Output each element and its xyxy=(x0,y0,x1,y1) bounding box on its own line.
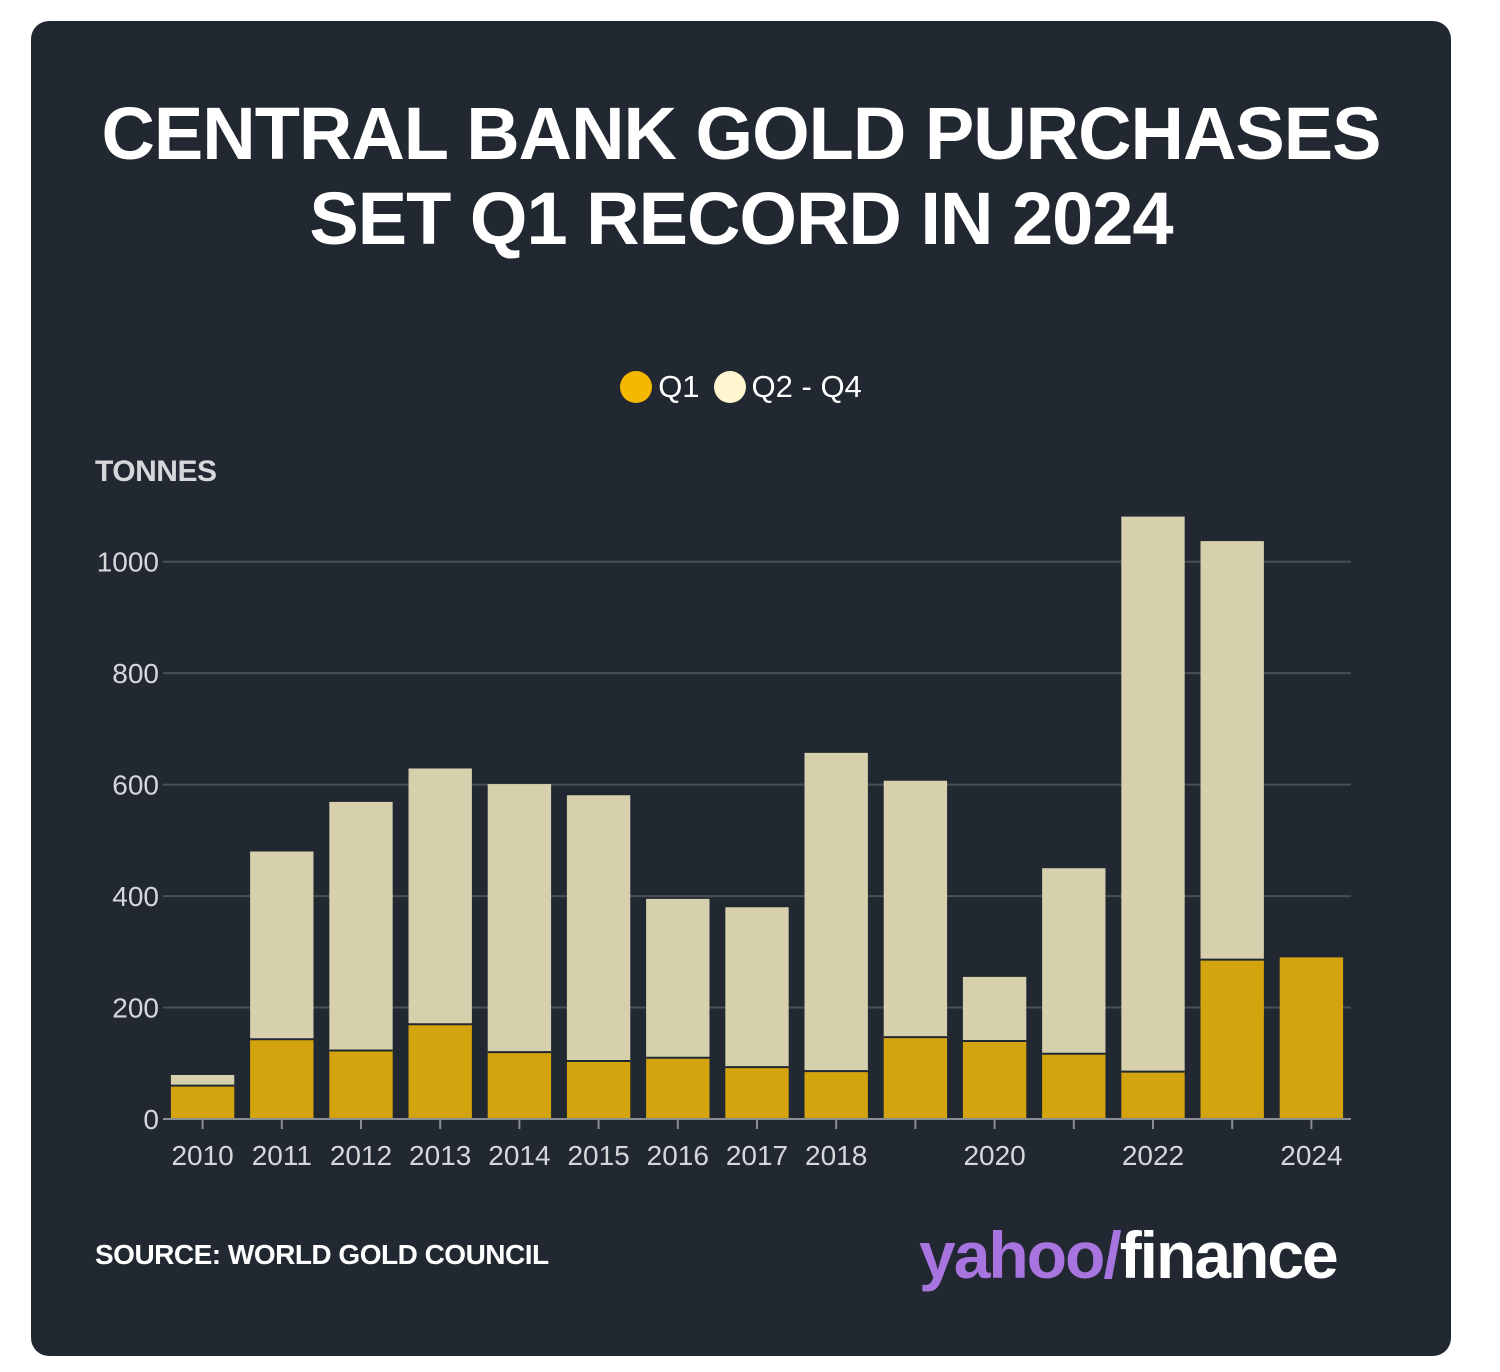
x-tick-label-2012: 2012 xyxy=(330,1140,392,1171)
bar-q2-q4-2017 xyxy=(725,907,789,1068)
x-tick-label-2020: 2020 xyxy=(963,1140,1025,1171)
bar-q1-2017 xyxy=(725,1067,789,1119)
legend-item-q2-q4: Q2 - Q4 xyxy=(713,369,862,405)
bar-q2-q4-2022 xyxy=(1121,516,1185,1072)
y-tick-label-1000: 1000 xyxy=(97,547,159,578)
x-axis-ticks: 2010 2011 2012 2013 2014 2015 2016 2017 2018 2020… xyxy=(163,1118,1351,1171)
bar-q2-q4-2018 xyxy=(804,752,868,1072)
bar-q2-q4-2016 xyxy=(646,898,710,1058)
y-tick-label-400: 400 xyxy=(112,881,159,912)
chart-card: CENTRAL BANK GOLD PURCHASES SET Q1 RECOR… xyxy=(31,21,1451,1356)
y-axis-unit-label: TONNES xyxy=(95,455,217,488)
bar-q1-2019 xyxy=(883,1037,948,1119)
bar-q2-q4-2023 xyxy=(1200,541,1264,960)
x-tick-label-2015: 2015 xyxy=(567,1140,629,1171)
x-tick-label-2013: 2013 xyxy=(409,1140,471,1171)
y-tick-label-800: 800 xyxy=(112,658,159,689)
bar-q1-2010 xyxy=(170,1085,235,1119)
bar-q1-2024 xyxy=(1279,957,1344,1119)
legend-label-q1: Q1 xyxy=(658,369,700,404)
x-tick-label-2024: 2024 xyxy=(1280,1140,1342,1171)
legend-item-q1: Q1 xyxy=(620,369,700,405)
bar-q2-q4-2014 xyxy=(487,784,552,1053)
bars xyxy=(170,516,1344,1119)
bar-q2-q4-2012 xyxy=(329,801,393,1051)
bar-q1-2013 xyxy=(408,1024,472,1119)
bar-q1-2022 xyxy=(1121,1071,1185,1119)
legend-label-q2-q4: Q2 - Q4 xyxy=(751,369,862,404)
bar-q2-q4-2020 xyxy=(962,976,1027,1041)
bar-q1-2014 xyxy=(487,1052,552,1119)
x-tick-label-2010: 2010 xyxy=(171,1140,233,1171)
bar-q1-2015 xyxy=(566,1061,631,1119)
bar-q2-q4-2021 xyxy=(1042,868,1106,1054)
bar-q2-q4-2015 xyxy=(566,795,631,1062)
bar-q1-2021 xyxy=(1042,1053,1106,1119)
x-tick-label-2014: 2014 xyxy=(488,1140,550,1171)
bar-q1-2012 xyxy=(329,1050,393,1119)
logo-yahoo-text: yahoo/ xyxy=(919,1218,1122,1292)
y-axis-ticks: 0 200 400 600 800 1000 xyxy=(97,547,159,1135)
bar-q1-2011 xyxy=(250,1039,314,1119)
bar-q2-q4-2019 xyxy=(883,780,948,1038)
x-tick-label-2016: 2016 xyxy=(647,1140,709,1171)
x-tick-label-2022: 2022 xyxy=(1122,1140,1184,1171)
y-tick-label-600: 600 xyxy=(112,770,159,801)
legend-swatch-q1 xyxy=(620,371,653,403)
bar-q1-2016 xyxy=(646,1057,710,1119)
bar-q2-q4-2011 xyxy=(250,851,314,1040)
y-tick-label-200: 200 xyxy=(112,993,159,1024)
x-tick-label-2017: 2017 xyxy=(726,1140,788,1171)
x-tick-label-2011: 2011 xyxy=(252,1140,312,1171)
bar-q2-q4-2013 xyxy=(408,768,472,1025)
legend-swatch-q2-q4 xyxy=(713,371,746,403)
yahoo-finance-logo: yahoo/finance xyxy=(919,1217,1339,1293)
legend: Q1 Q2 - Q4 xyxy=(31,369,1451,405)
chart-title: CENTRAL BANK GOLD PURCHASES SET Q1 RECOR… xyxy=(101,92,1381,260)
bar-q1-2018 xyxy=(804,1071,868,1119)
logo-finance-text: finance xyxy=(1119,1218,1339,1292)
bar-q1-2020 xyxy=(962,1040,1027,1119)
x-tick-label-2018: 2018 xyxy=(805,1140,867,1171)
bar-q2-q4-2010 xyxy=(170,1074,235,1086)
bar-q1-2023 xyxy=(1200,959,1264,1119)
y-tick-label-0: 0 xyxy=(143,1104,159,1135)
source-note: SOURCE: WORLD GOLD COUNCIL xyxy=(95,1239,549,1270)
